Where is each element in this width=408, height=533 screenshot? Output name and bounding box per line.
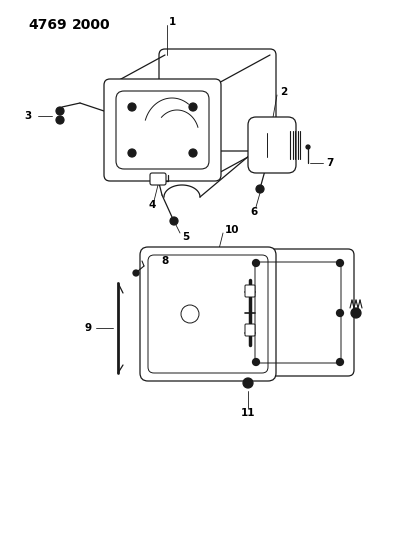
FancyBboxPatch shape	[242, 249, 354, 376]
Circle shape	[133, 270, 139, 276]
Text: 5: 5	[182, 232, 189, 242]
Circle shape	[128, 103, 136, 111]
FancyBboxPatch shape	[104, 79, 221, 181]
Text: 2: 2	[280, 87, 287, 97]
Circle shape	[256, 185, 264, 193]
Text: 8: 8	[161, 256, 168, 266]
Text: 9: 9	[85, 323, 92, 333]
Text: 2000: 2000	[72, 18, 111, 32]
Circle shape	[56, 116, 64, 124]
FancyBboxPatch shape	[159, 49, 276, 151]
Text: 3: 3	[25, 111, 32, 121]
Text: 10: 10	[225, 225, 239, 235]
Circle shape	[170, 217, 178, 225]
Text: 7: 7	[326, 158, 333, 168]
Circle shape	[253, 260, 259, 266]
FancyBboxPatch shape	[245, 324, 255, 336]
Circle shape	[337, 310, 344, 317]
Text: 4: 4	[149, 200, 156, 210]
Text: 1: 1	[169, 17, 176, 27]
Circle shape	[128, 149, 136, 157]
Circle shape	[243, 378, 253, 388]
Circle shape	[56, 107, 64, 115]
Circle shape	[351, 308, 361, 318]
FancyBboxPatch shape	[150, 173, 166, 185]
Text: 6: 6	[251, 207, 257, 217]
Circle shape	[306, 145, 310, 149]
Circle shape	[189, 103, 197, 111]
FancyBboxPatch shape	[245, 285, 255, 297]
Text: 11: 11	[241, 408, 255, 418]
Text: 4769: 4769	[28, 18, 67, 32]
FancyBboxPatch shape	[140, 247, 276, 381]
Circle shape	[253, 359, 259, 366]
Circle shape	[337, 359, 344, 366]
FancyBboxPatch shape	[248, 117, 296, 173]
Circle shape	[189, 149, 197, 157]
Circle shape	[337, 260, 344, 266]
